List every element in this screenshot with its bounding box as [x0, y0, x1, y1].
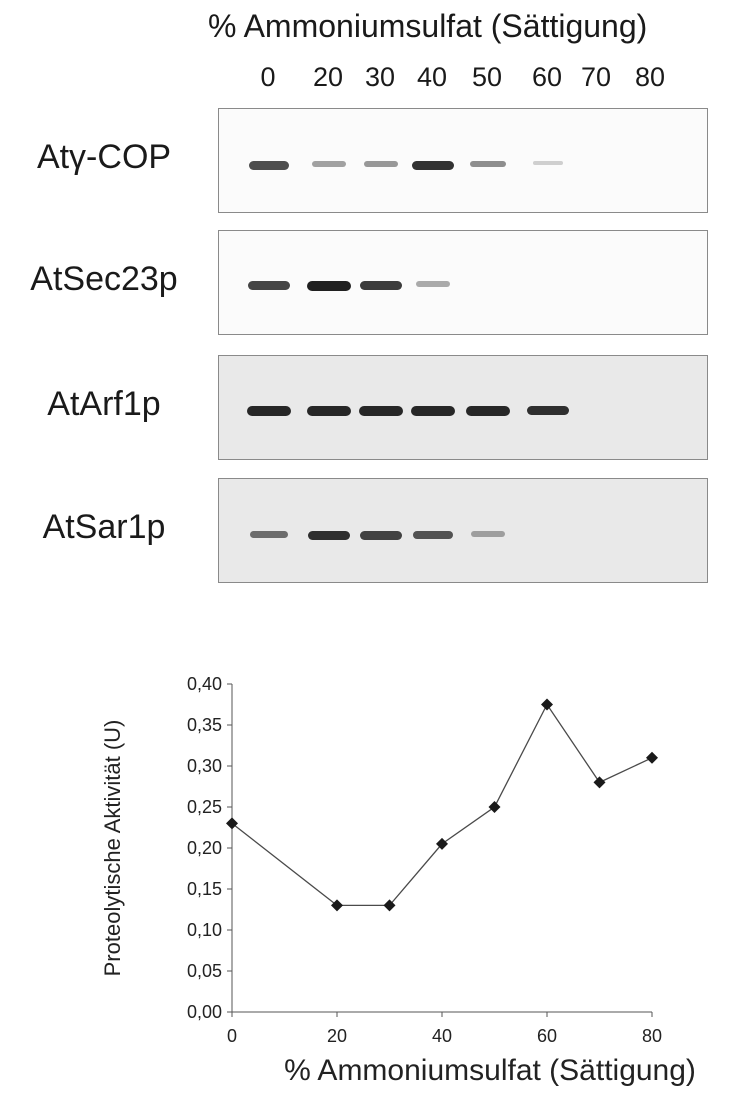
- lane-label: 50: [471, 62, 503, 92]
- data-line: [231, 703, 653, 907]
- blot-band: [247, 406, 291, 416]
- y-tick-label: 0,25: [187, 797, 222, 817]
- x-tick-label: 80: [642, 1026, 662, 1046]
- y-tick-label: 0,35: [187, 715, 222, 735]
- data-point: [488, 801, 501, 813]
- data-point: [541, 698, 553, 711]
- blot-row-label: AtArf1p: [47, 385, 161, 423]
- blot-band: [248, 161, 290, 170]
- blot-band: [307, 406, 351, 416]
- blot-band: [411, 161, 455, 171]
- y-tick-label: 0,20: [187, 838, 222, 858]
- blot-panel: [218, 108, 708, 213]
- y-tick-label: 0,15: [187, 879, 222, 899]
- blot-panel: [218, 478, 708, 583]
- y-axis-label: Proteolytische Aktivität (U): [100, 720, 125, 977]
- x-tick-label: 40: [432, 1026, 452, 1046]
- blot-band: [411, 406, 455, 416]
- blot-row-label: AtSar1p: [42, 508, 166, 546]
- blot-band: [360, 531, 402, 540]
- blot-band: [359, 406, 403, 416]
- x-axis-label: % Ammoniumsulfat (Sättigung): [284, 1054, 696, 1087]
- data-point: [383, 899, 396, 912]
- proteolytic-activity-chart: 0,00 0,05 0,10 0,15 0,20 0,25 0,30 0,35 0,40 0 20 4…: [0, 640, 752, 1093]
- blot-band: [532, 161, 564, 166]
- blot-panel: [218, 355, 708, 460]
- lane-label: 20: [312, 62, 344, 92]
- y-tick-label: 0,10: [187, 920, 222, 940]
- blot-title: % Ammoniumsulfat (Sättigung): [208, 8, 648, 44]
- lane-label: 30: [364, 62, 396, 92]
- lane-label: 70: [580, 62, 612, 92]
- data-point: [436, 837, 448, 850]
- blot-band: [307, 531, 351, 541]
- y-tick-label: 0,40: [187, 674, 222, 694]
- blot-band: [470, 161, 506, 168]
- y-tick-label: 0,30: [187, 756, 222, 776]
- lane-label: 80: [634, 62, 666, 92]
- blot-band: [416, 281, 450, 287]
- blot-band: [526, 406, 570, 416]
- blot-band: [413, 531, 453, 540]
- x-tick-label: 60: [537, 1026, 557, 1046]
- chart-svg: 0,00 0,05 0,10 0,15 0,20 0,25 0,30 0,35 0,40 0 20 4…: [100, 674, 696, 1087]
- blot-band: [360, 281, 402, 291]
- blot-band: [250, 531, 288, 539]
- x-tick-label: 0: [227, 1026, 237, 1046]
- y-tick-label: 0,00: [187, 1002, 222, 1022]
- blot-band: [471, 531, 505, 537]
- lane-label: 60: [531, 62, 563, 92]
- blot-band: [466, 406, 510, 416]
- data-point: [593, 776, 606, 789]
- lane-label: 0: [260, 62, 276, 92]
- data-point: [646, 751, 658, 764]
- blot-row-label: AtSec23p: [30, 260, 178, 298]
- y-tick-label: 0,05: [187, 961, 222, 981]
- data-point: [331, 899, 343, 912]
- blot-band: [248, 281, 290, 290]
- blot-band: [363, 161, 399, 168]
- blot-band: [307, 281, 351, 291]
- x-tick-label: 20: [327, 1026, 347, 1046]
- lane-label: 40: [416, 62, 448, 92]
- blot-panel: [218, 230, 708, 335]
- data-point: [226, 817, 238, 830]
- blot-row-label: Atγ-COP: [36, 138, 172, 176]
- blot-band: [311, 161, 347, 167]
